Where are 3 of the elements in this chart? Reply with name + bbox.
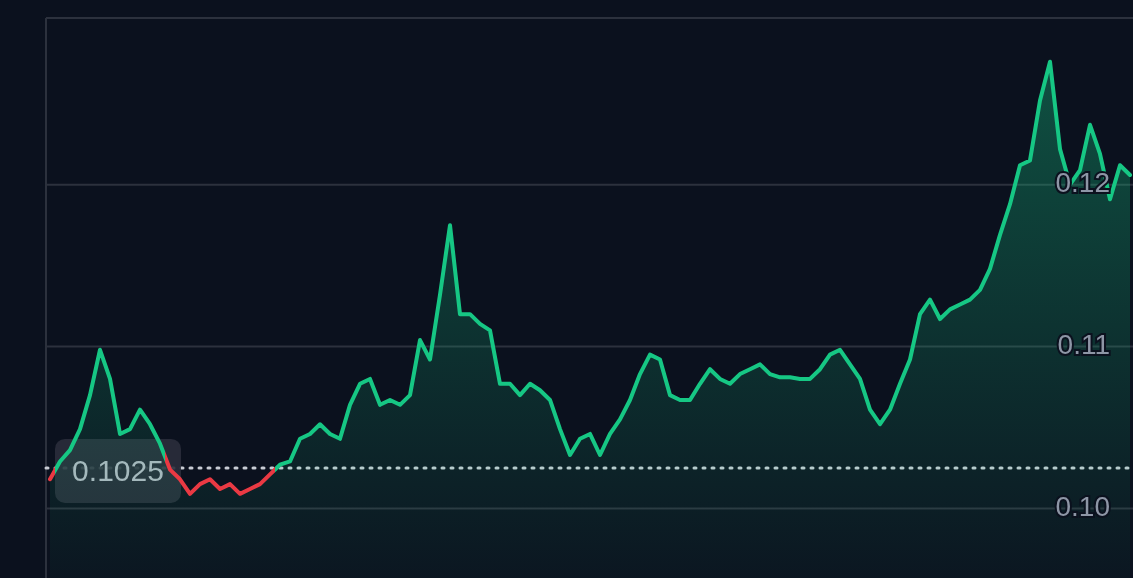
y-tick-label: 0.11: [1057, 328, 1110, 360]
y-tick-label: 0.10: [1055, 490, 1110, 522]
ref-line-label: 0.1025: [72, 453, 164, 487]
